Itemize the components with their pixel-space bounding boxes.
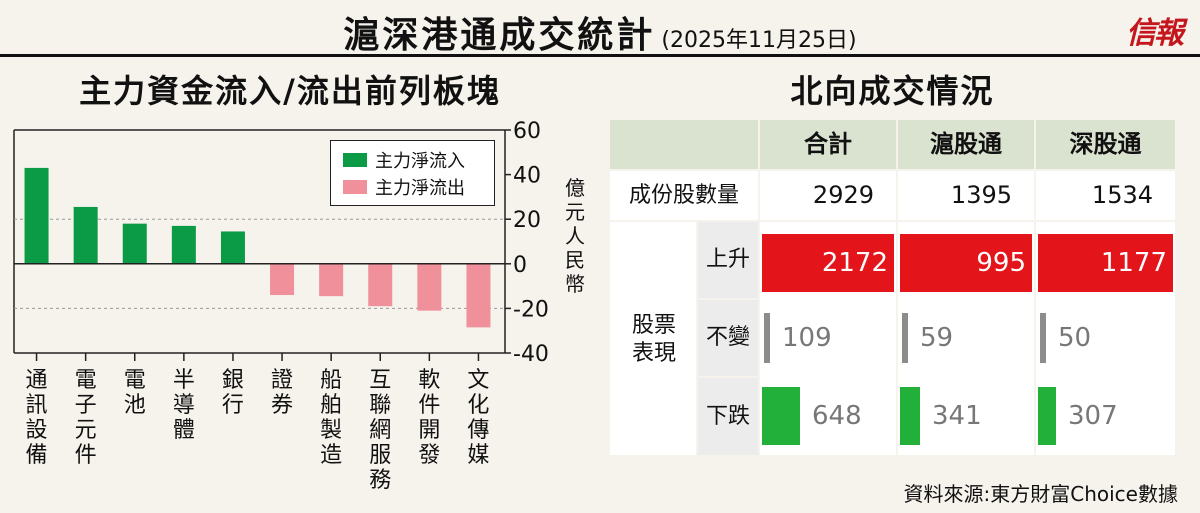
col-header-shenzhen: 深股通 (1036, 120, 1175, 169)
bar-down (1038, 387, 1056, 445)
legend-label-outflow: 主力淨流出 (375, 178, 465, 199)
y-tick-label: 40 (513, 164, 541, 189)
col-header-shanghai: 滬股通 (898, 120, 1034, 169)
brand-logo: 信報 (1126, 8, 1186, 51)
group-label: 股票表現 (631, 313, 676, 366)
value-flat: 50 (1058, 323, 1092, 353)
x-tick-label: 半導體 (172, 368, 195, 443)
bar-up: 2172 (762, 234, 894, 292)
bar (270, 263, 295, 296)
legend-item-outflow: 主力淨流出 (343, 175, 465, 199)
row-label-up: 上升 (698, 222, 758, 298)
value-down: 307 (1068, 401, 1118, 431)
northbound-table: 合計 滬股通 深股通 成份股數量 2929 1395 1534 股票表現 上升 … (610, 120, 1175, 455)
bar-flat (764, 313, 770, 363)
x-tick-label: 軟件開發 (418, 368, 441, 468)
bar (122, 223, 147, 264)
bar-up: 1177 (1038, 234, 1173, 292)
legend-item-inflow: 主力淨流入 (343, 148, 465, 172)
col-header-total: 合計 (760, 120, 896, 169)
value-down: 341 (932, 401, 982, 431)
y-axis-label: 億元人民幣 (565, 176, 585, 296)
bar-up: 995 (900, 234, 1032, 292)
source-note: 資料來源:東方財富Choice數據 (903, 482, 1178, 506)
x-tick-label: 船舶製造 (320, 368, 343, 468)
table-title: 北向成交情況 (790, 72, 995, 110)
y-tick-label: 60 (513, 119, 541, 144)
bar (171, 225, 196, 264)
x-tick-label: 電池 (123, 368, 146, 418)
legend-swatch-inflow (343, 153, 367, 167)
row-label-flat: 不變 (698, 300, 758, 376)
chart-legend: 主力淨流入 主力淨流出 (330, 140, 495, 206)
x-tick-label: 銀行 (221, 368, 244, 418)
main-title: 滬深港通成交統計 (2025年11月25日) (0, 6, 1200, 58)
constituents-shenzhen: 1534 (1036, 171, 1175, 220)
chart-title: 主力資金流入/流出前列板塊 (79, 72, 501, 110)
bar-down (900, 387, 920, 445)
constituents-total: 2929 (760, 171, 896, 220)
y-tick-label: 20 (513, 208, 541, 233)
x-tick-label: 電子元件 (74, 368, 97, 468)
row-label-constituents: 成份股數量 (610, 171, 758, 220)
group-label-cell: 股票表現 (610, 222, 696, 455)
bar (73, 206, 98, 264)
bar (319, 263, 344, 297)
x-tick-label: 證券 (271, 368, 294, 418)
y-tick-label: -20 (513, 297, 549, 322)
value-flat: 109 (782, 323, 832, 353)
legend-swatch-outflow (343, 180, 367, 194)
bar (220, 231, 245, 264)
legend-label-inflow: 主力淨流入 (375, 151, 465, 172)
y-tick-label: 0 (513, 253, 527, 278)
page-title: 滬深港通成交統計 (343, 15, 656, 56)
bar-flat (902, 313, 908, 363)
bar (368, 263, 393, 307)
bar (417, 263, 442, 311)
bar-down (762, 387, 800, 445)
x-tick-label: 互聯網服務 (369, 368, 392, 493)
page-date: (2025年11月25日) (661, 28, 857, 53)
x-tick-label: 通訊設備 (25, 368, 48, 468)
y-tick-label: -40 (513, 342, 549, 367)
bar (24, 167, 49, 264)
header-divider (0, 54, 1200, 57)
bar-flat (1040, 313, 1046, 363)
row-label-down: 下跌 (698, 378, 758, 455)
logo-text: 信報 (1126, 16, 1184, 51)
value-flat: 59 (920, 323, 954, 353)
constituents-shanghai: 1395 (898, 171, 1034, 220)
table-corner (610, 120, 758, 169)
x-tick-label: 文化傳媒 (467, 368, 490, 468)
bar (466, 263, 491, 328)
bar-chart: 60 40 20 0 -20 -40 (13, 119, 549, 367)
value-down: 648 (812, 401, 862, 431)
